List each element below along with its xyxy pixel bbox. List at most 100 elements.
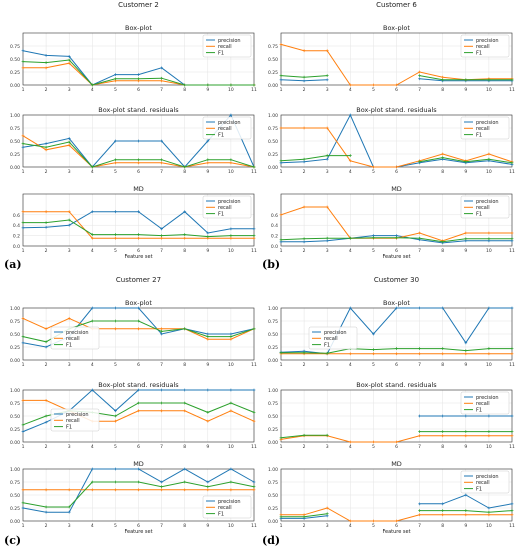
y-tick-label: 0.75 (268, 319, 278, 325)
y-tick-label: 0.75 (268, 480, 278, 486)
x-tick-label: 8 (183, 87, 186, 93)
y-tick-label: 0.50 (10, 332, 20, 338)
axes-frame (22, 193, 255, 247)
y-tick-label: 0.00 (268, 358, 278, 364)
x-tick-label: 6 (395, 87, 398, 93)
legend-entry: F1 (324, 342, 330, 348)
series-f1 (21, 218, 256, 239)
legend-entry: recall (218, 126, 232, 132)
legend-entry: F1 (476, 407, 482, 413)
y-tick-label: 0.2 (13, 234, 20, 240)
x-tick-label: 11 (509, 169, 515, 175)
x-tick-label: 2 (303, 87, 306, 93)
x-tick-label: 7 (160, 169, 163, 175)
x-tick-label: 5 (114, 362, 117, 368)
y-tick-label: 0.50 (268, 332, 278, 338)
legend-entry: precision (218, 199, 241, 205)
x-tick-label: 11 (251, 362, 257, 368)
x-tick-label: 4 (349, 248, 352, 254)
x-tick-label: 5 (372, 87, 375, 93)
x-tick-label: 2 (303, 169, 306, 175)
subplot-1: Box-plot 0.00 0.25 0.50 0.75 1.00 1 2 3 4 5 6 7 8 9 10 1… (10, 299, 257, 368)
x-tick-label: 7 (418, 523, 421, 529)
x-tick-label: 6 (137, 87, 140, 93)
y-tick-label: 0.75 (10, 44, 20, 50)
y-tick-label: 1.00 (268, 388, 278, 394)
series-f1 (279, 236, 514, 244)
y-tick-label: 0.25 (268, 152, 278, 158)
series-precision (21, 467, 256, 514)
subplot-title: Box-plot stand. residuals (98, 106, 179, 114)
x-tick-label: 11 (251, 444, 257, 450)
x-tick-label: 4 (349, 87, 352, 93)
x-tick-label: 7 (160, 362, 163, 368)
y-tick-label: 0.50 (268, 414, 278, 420)
subplot-2: Box-plot stand. residuals 0.00 0.25 0.50 0.7… (10, 106, 257, 175)
x-tick-label: 6 (395, 523, 398, 529)
legend-entry: recall (476, 401, 490, 407)
x-tick-label: 11 (251, 523, 257, 529)
axes-frame (280, 193, 513, 247)
subplot-title: MD (391, 460, 402, 468)
legend-entry: F1 (218, 511, 224, 517)
subplot-1: Box-plot 0.00 0.25 0.50 0.75 1 2 3 4 5 6 7 8 9 10 11 pre… (268, 24, 515, 93)
axes-frame (22, 114, 255, 168)
panel-c: Customer 27 (c) Box-plot 0.00 0.25 0.50 0.75 1.… (4, 276, 257, 547)
x-tick-label: 4 (91, 444, 94, 450)
x-tick-label: 4 (349, 523, 352, 529)
x-tick-label: 11 (251, 248, 257, 254)
panel-label: (a) (4, 258, 22, 271)
y-tick-label: 0.75 (268, 126, 278, 132)
x-tick-label: 6 (395, 362, 398, 368)
x-tick-label: 6 (137, 169, 140, 175)
series-recall (279, 352, 514, 356)
y-tick-label: 0.50 (10, 414, 20, 420)
legend-entry: precision (476, 38, 499, 44)
x-tick-label: 9 (206, 523, 209, 529)
x-tick-label: 5 (114, 248, 117, 254)
x-tick-label: 9 (464, 523, 467, 529)
x-tick-label: 10 (228, 169, 234, 175)
series-f1 (21, 58, 256, 87)
x-tick-label: 5 (114, 87, 117, 93)
x-tick-label: 10 (228, 444, 234, 450)
series-recall (279, 126, 514, 169)
legend-entry: recall (324, 336, 338, 342)
y-tick-label: 1.00 (268, 113, 278, 119)
x-tick-label: 10 (486, 362, 492, 368)
x-tick-label: 6 (137, 444, 140, 450)
x-tick-label: 4 (349, 362, 352, 368)
axes-frame (22, 32, 255, 86)
x-tick-label: 3 (68, 248, 71, 254)
x-tick-label: 1 (22, 362, 25, 368)
y-tick-label: 0.4 (271, 223, 278, 229)
x-tick-label: 5 (114, 444, 117, 450)
subplot-1: Box-plot 0.00 0.25 0.50 0.75 1.00 1 2 3 4 5 6 7 8 9 10 1… (268, 299, 515, 368)
subplot-title: MD (133, 460, 144, 468)
legend-entry: precision (476, 474, 499, 480)
x-tick-label: 11 (509, 523, 515, 529)
legend-entry: precision (324, 330, 347, 336)
y-tick-label: 0.00 (268, 440, 278, 446)
y-tick-label: 0.25 (10, 506, 20, 512)
y-tick-label: 0.75 (10, 319, 20, 325)
subplot-1: Box-plot 0.00 0.25 0.50 0.75 1 2 3 4 5 6 7 8 9 10 11 pre… (10, 24, 257, 93)
legend-entry: F1 (218, 50, 224, 56)
panel-label: (b) (262, 258, 280, 271)
legend-entry: recall (476, 205, 490, 211)
y-tick-label: 0.00 (10, 165, 20, 171)
y-tick-label: 0.50 (10, 57, 20, 63)
series-recall (279, 506, 514, 523)
y-tick-label: 1.00 (10, 113, 20, 119)
panel-title: Customer 6 (376, 1, 417, 9)
series-recall (279, 434, 514, 444)
x-tick-label: 4 (91, 523, 94, 529)
y-tick-label: 0.25 (268, 427, 278, 433)
x-tick-label: 6 (137, 248, 140, 254)
legend-entry: F1 (476, 211, 482, 217)
